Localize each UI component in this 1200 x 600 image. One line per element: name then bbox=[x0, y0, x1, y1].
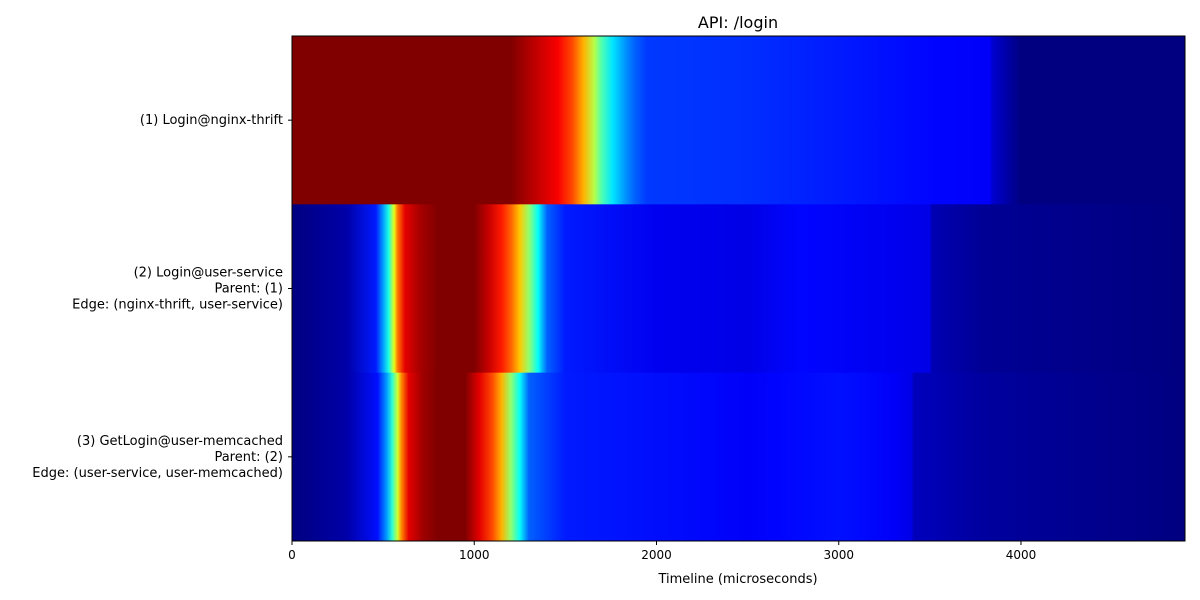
row-label-line: Edge: (nginx-thrift, user-service) bbox=[72, 298, 283, 313]
plot-frame bbox=[291, 35, 1186, 542]
x-tick-label: 0 bbox=[288, 548, 296, 562]
row-label-line: (2) Login@user-service bbox=[134, 266, 283, 281]
x-tick-label: 3000 bbox=[823, 548, 854, 562]
row-label-line: Parent: (1) bbox=[214, 282, 283, 297]
x-tick-label: 1000 bbox=[459, 548, 490, 562]
heatmap-rows bbox=[292, 36, 1185, 542]
row-label-3: (3) GetLogin@user-memcached Parent: (2) Ed… bbox=[32, 434, 283, 481]
heatmap-row-2 bbox=[292, 204, 1185, 374]
x-tick-label: 2000 bbox=[641, 548, 672, 562]
x-axis: 0 1000 2000 3000 4000 bbox=[288, 541, 1036, 562]
row-label-line: (1) Login@nginx-thrift bbox=[140, 113, 283, 128]
row-label-line: (3) GetLogin@user-memcached bbox=[77, 434, 283, 449]
heatmap-row-3 bbox=[292, 372, 1185, 542]
chart-title: API: /login bbox=[698, 13, 778, 32]
row-label-2: (2) Login@user-service Parent: (1) Edge: (… bbox=[72, 266, 283, 313]
row-label-1: (1) Login@nginx-thrift bbox=[140, 113, 283, 128]
heatmap-row-1 bbox=[292, 36, 1185, 205]
row-labels: (1) Login@nginx-thrift (2) Login@user-ser… bbox=[32, 113, 292, 481]
x-axis-label: Timeline (microseconds) bbox=[657, 572, 817, 587]
x-tick-label: 4000 bbox=[1006, 548, 1037, 562]
row-label-line: Parent: (2) bbox=[214, 450, 283, 465]
row-label-line: Edge: (user-service, user-memcached) bbox=[32, 466, 283, 481]
